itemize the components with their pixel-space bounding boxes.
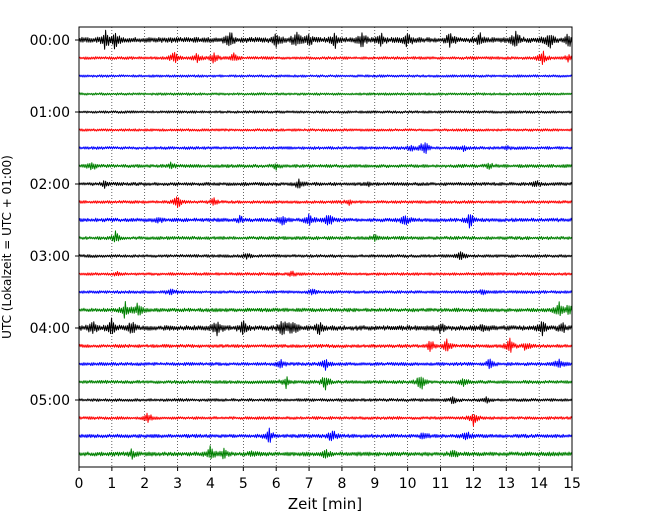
trace-row-0515	[78, 412, 573, 427]
x-tick-label: 0	[75, 476, 84, 492]
x-tick-label: 10	[399, 476, 417, 492]
x-tick-label: 8	[337, 476, 346, 492]
x-tick-label: 9	[370, 476, 379, 492]
trace-row-0030	[78, 74, 573, 78]
trace-row-0400	[78, 317, 573, 337]
x-tick-label: 3	[173, 476, 182, 492]
y-axis-ticks: 00:00 01:00 02:00 03:00 04:00 05:00	[30, 33, 79, 409]
x-tick-label: 2	[140, 476, 149, 492]
seismogram-traces	[78, 29, 573, 460]
y-tick-label: 00:00	[30, 33, 70, 49]
trace-row-0415	[78, 337, 573, 353]
x-tick-label: 13	[497, 476, 515, 492]
trace-row-0530	[78, 427, 573, 443]
trace-row-0300	[78, 251, 573, 260]
trace-row-0100	[78, 110, 573, 114]
y-tick-label: 04:00	[30, 321, 70, 337]
trace-row-0315	[78, 270, 573, 277]
trace-row-0330	[78, 288, 573, 296]
plot-frame	[78, 26, 573, 468]
y-tick-label: 02:00	[30, 177, 70, 193]
vertical-gridlines	[111, 27, 540, 467]
trace-row-0130	[78, 142, 573, 154]
trace-row-0545	[78, 445, 573, 460]
trace-row-0115	[78, 128, 573, 132]
x-tick-label: 6	[272, 476, 281, 492]
trace-row-0245	[78, 230, 573, 243]
x-tick-label: 15	[563, 476, 581, 492]
trace-row-0000	[78, 29, 573, 50]
trace-row-0430	[78, 358, 573, 371]
trace-row-0045	[78, 92, 573, 96]
plot-background	[79, 27, 572, 467]
x-tick-label: 5	[239, 476, 248, 492]
y-axis-title: UTC (Lokalzeit = UTC + 01:00)	[0, 155, 14, 339]
y-tick-label: 01:00	[30, 105, 70, 121]
trace-row-0230	[78, 213, 573, 229]
x-axis-title: Zeit [min]	[288, 495, 362, 513]
y-tick-label: 03:00	[30, 249, 70, 265]
x-tick-label: 7	[305, 476, 314, 492]
x-tick-label: 11	[432, 476, 450, 492]
trace-row-0015	[78, 50, 573, 65]
y-tick-label: 05:00	[30, 393, 70, 409]
trace-row-0200	[78, 178, 573, 189]
trace-row-0445	[78, 376, 573, 391]
trace-row-0215	[78, 196, 573, 209]
x-tick-label: 12	[464, 476, 482, 492]
x-axis-ticks: 0 1 2 3 4 5 6 7 8 9 10 11 12 13 14 15	[75, 467, 581, 492]
x-tick-label: 14	[530, 476, 548, 492]
trace-row-0500	[78, 396, 573, 405]
x-tick-label: 1	[107, 476, 116, 492]
trace-row-0345	[78, 301, 573, 319]
x-tick-label: 4	[206, 476, 215, 492]
trace-row-0145	[78, 161, 573, 171]
